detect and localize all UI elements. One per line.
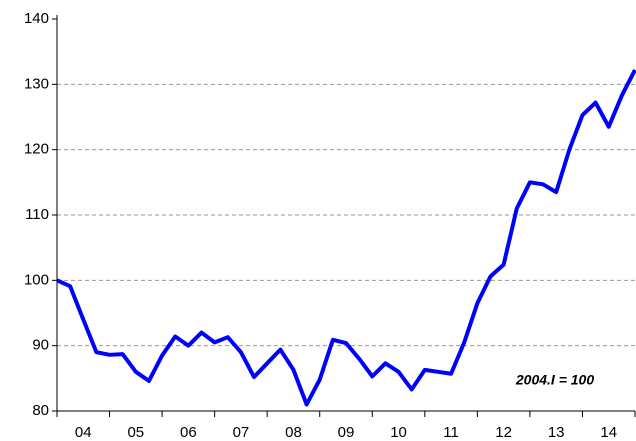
x-tick-label: 08 (285, 424, 302, 441)
line (56, 69, 636, 407)
x-tick-label: 13 (548, 424, 565, 441)
x-tick-label: 04 (75, 424, 92, 441)
x-tick-label: 06 (180, 424, 197, 441)
x-tick-label: 05 (127, 424, 144, 441)
y-tick-label: 100 (24, 271, 49, 288)
x-tick-label: 07 (233, 424, 250, 441)
x-tick-label: 12 (495, 424, 512, 441)
x-tick-label: 09 (338, 424, 355, 441)
y-tick-label: 110 (25, 206, 49, 223)
y-tick-label: 90 (32, 337, 49, 354)
x-tick-label: 10 (390, 424, 407, 441)
y-tick-label: 140 (24, 10, 49, 27)
y-tick-label: 120 (24, 141, 49, 158)
x-tick-label: 14 (600, 424, 617, 441)
annotation: 2004.I = 100 (515, 372, 594, 388)
x-tick-label: 11 (443, 424, 459, 441)
y-tick-label: 80 (32, 402, 49, 419)
y-tick-label: 130 (24, 75, 49, 92)
